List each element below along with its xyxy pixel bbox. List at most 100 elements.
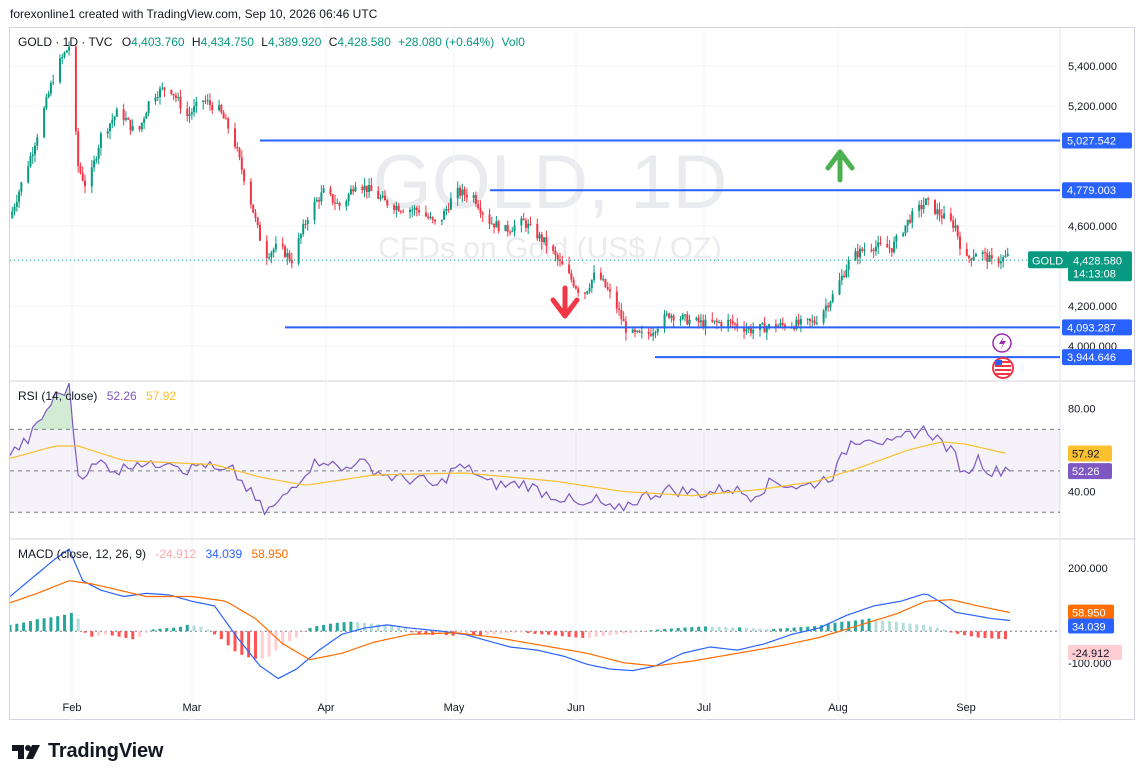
candle-body[interactable]: [952, 220, 955, 228]
candle-body[interactable]: [861, 248, 864, 251]
candle-body[interactable]: [440, 219, 443, 222]
macd-line[interactable]: [9, 548, 1011, 680]
candle-body[interactable]: [761, 323, 764, 325]
candle-body[interactable]: [938, 209, 941, 216]
candle-body[interactable]: [988, 255, 991, 262]
candle-body[interactable]: [495, 221, 498, 228]
candle-body[interactable]: [222, 112, 225, 119]
candle-body[interactable]: [463, 189, 466, 195]
candle-body[interactable]: [811, 320, 814, 322]
candle-body[interactable]: [63, 52, 66, 57]
candle-body[interactable]: [943, 213, 946, 219]
candle-body[interactable]: [211, 104, 214, 111]
candle-body[interactable]: [379, 197, 382, 199]
candle-body[interactable]: [727, 319, 730, 327]
candle-body[interactable]: [399, 211, 402, 213]
candle-body[interactable]: [815, 322, 818, 324]
chart-canvas[interactable]: GOLD, 1D CFDs on Gold (US$ / OZ) 5,400.0…: [8, 28, 1136, 721]
candle-body[interactable]: [81, 172, 84, 181]
candle-body[interactable]: [224, 118, 227, 120]
candle-body[interactable]: [443, 211, 446, 220]
candle-body[interactable]: [688, 319, 691, 325]
candle-body[interactable]: [886, 243, 889, 248]
candle-body[interactable]: [159, 88, 161, 98]
candle-body[interactable]: [615, 291, 618, 309]
candle-body[interactable]: [99, 133, 102, 148]
candle-body[interactable]: [238, 148, 241, 158]
candle-body[interactable]: [318, 199, 321, 202]
candle-body[interactable]: [174, 95, 177, 98]
candle-body[interactable]: [445, 209, 448, 212]
candle-body[interactable]: [354, 186, 357, 192]
candle-body[interactable]: [859, 248, 861, 258]
candle-body[interactable]: [413, 207, 416, 210]
candle-body[interactable]: [252, 204, 255, 213]
candle-body[interactable]: [981, 252, 984, 255]
candle-body[interactable]: [554, 250, 557, 255]
candle-body[interactable]: [418, 210, 421, 213]
candle-body[interactable]: [106, 131, 109, 134]
candle-body[interactable]: [370, 185, 373, 192]
candle-body[interactable]: [545, 237, 548, 246]
candle-body[interactable]: [338, 202, 341, 207]
candle-body[interactable]: [779, 322, 782, 326]
candle-body[interactable]: [720, 322, 723, 327]
candle-body[interactable]: [824, 305, 827, 311]
candle-body[interactable]: [686, 314, 689, 325]
candle-body[interactable]: [122, 109, 125, 120]
candle-body[interactable]: [336, 202, 339, 204]
candle-body[interactable]: [145, 112, 148, 119]
candle-body[interactable]: [986, 252, 989, 262]
candle-body[interactable]: [415, 207, 418, 211]
candle-body[interactable]: [795, 319, 798, 330]
candle-body[interactable]: [527, 223, 530, 228]
candle-body[interactable]: [620, 310, 623, 320]
candle-body[interactable]: [704, 319, 707, 328]
candle-body[interactable]: [59, 58, 61, 83]
candle-body[interactable]: [927, 198, 930, 200]
candle-body[interactable]: [218, 105, 221, 111]
candle-body[interactable]: [838, 280, 841, 295]
candle-body[interactable]: [665, 313, 668, 315]
candle-body[interactable]: [729, 319, 732, 321]
candle-body[interactable]: [36, 137, 39, 146]
candle-body[interactable]: [806, 318, 809, 320]
rsi-line[interactable]: [9, 382, 1011, 516]
candle-body[interactable]: [411, 209, 414, 211]
candle-body[interactable]: [479, 208, 482, 213]
candle-body[interactable]: [893, 241, 896, 253]
candle-body[interactable]: [574, 286, 577, 289]
candle-body[interactable]: [984, 252, 986, 254]
candle-body[interactable]: [695, 317, 698, 320]
candle-body[interactable]: [299, 234, 302, 239]
candle-body[interactable]: [647, 332, 650, 335]
candle-body[interactable]: [672, 315, 675, 321]
candle-body[interactable]: [304, 224, 307, 226]
candle-body[interactable]: [297, 238, 300, 264]
candle-body[interactable]: [284, 246, 286, 258]
candle-body[interactable]: [329, 188, 332, 195]
candle-body[interactable]: [847, 260, 850, 270]
candle-body[interactable]: [561, 260, 564, 265]
candle-body[interactable]: [474, 195, 477, 205]
candle-body[interactable]: [172, 93, 175, 96]
candle-body[interactable]: [347, 194, 350, 202]
candle-body[interactable]: [361, 186, 364, 191]
candle-body[interactable]: [863, 249, 866, 251]
candle-body[interactable]: [434, 219, 436, 222]
candle-body[interactable]: [577, 288, 580, 293]
candle-body[interactable]: [522, 218, 525, 221]
candle-body[interactable]: [424, 212, 427, 217]
candle-body[interactable]: [711, 319, 714, 322]
candle-body[interactable]: [147, 101, 150, 113]
candle-body[interactable]: [799, 319, 802, 325]
candle-body[interactable]: [449, 198, 452, 210]
candle-body[interactable]: [749, 327, 752, 334]
candle-body[interactable]: [934, 199, 936, 214]
candle-body[interactable]: [395, 205, 398, 210]
candle-body[interactable]: [206, 100, 209, 102]
candle-body[interactable]: [177, 96, 180, 98]
candle-body[interactable]: [1006, 254, 1009, 256]
candle-body[interactable]: [409, 209, 411, 213]
